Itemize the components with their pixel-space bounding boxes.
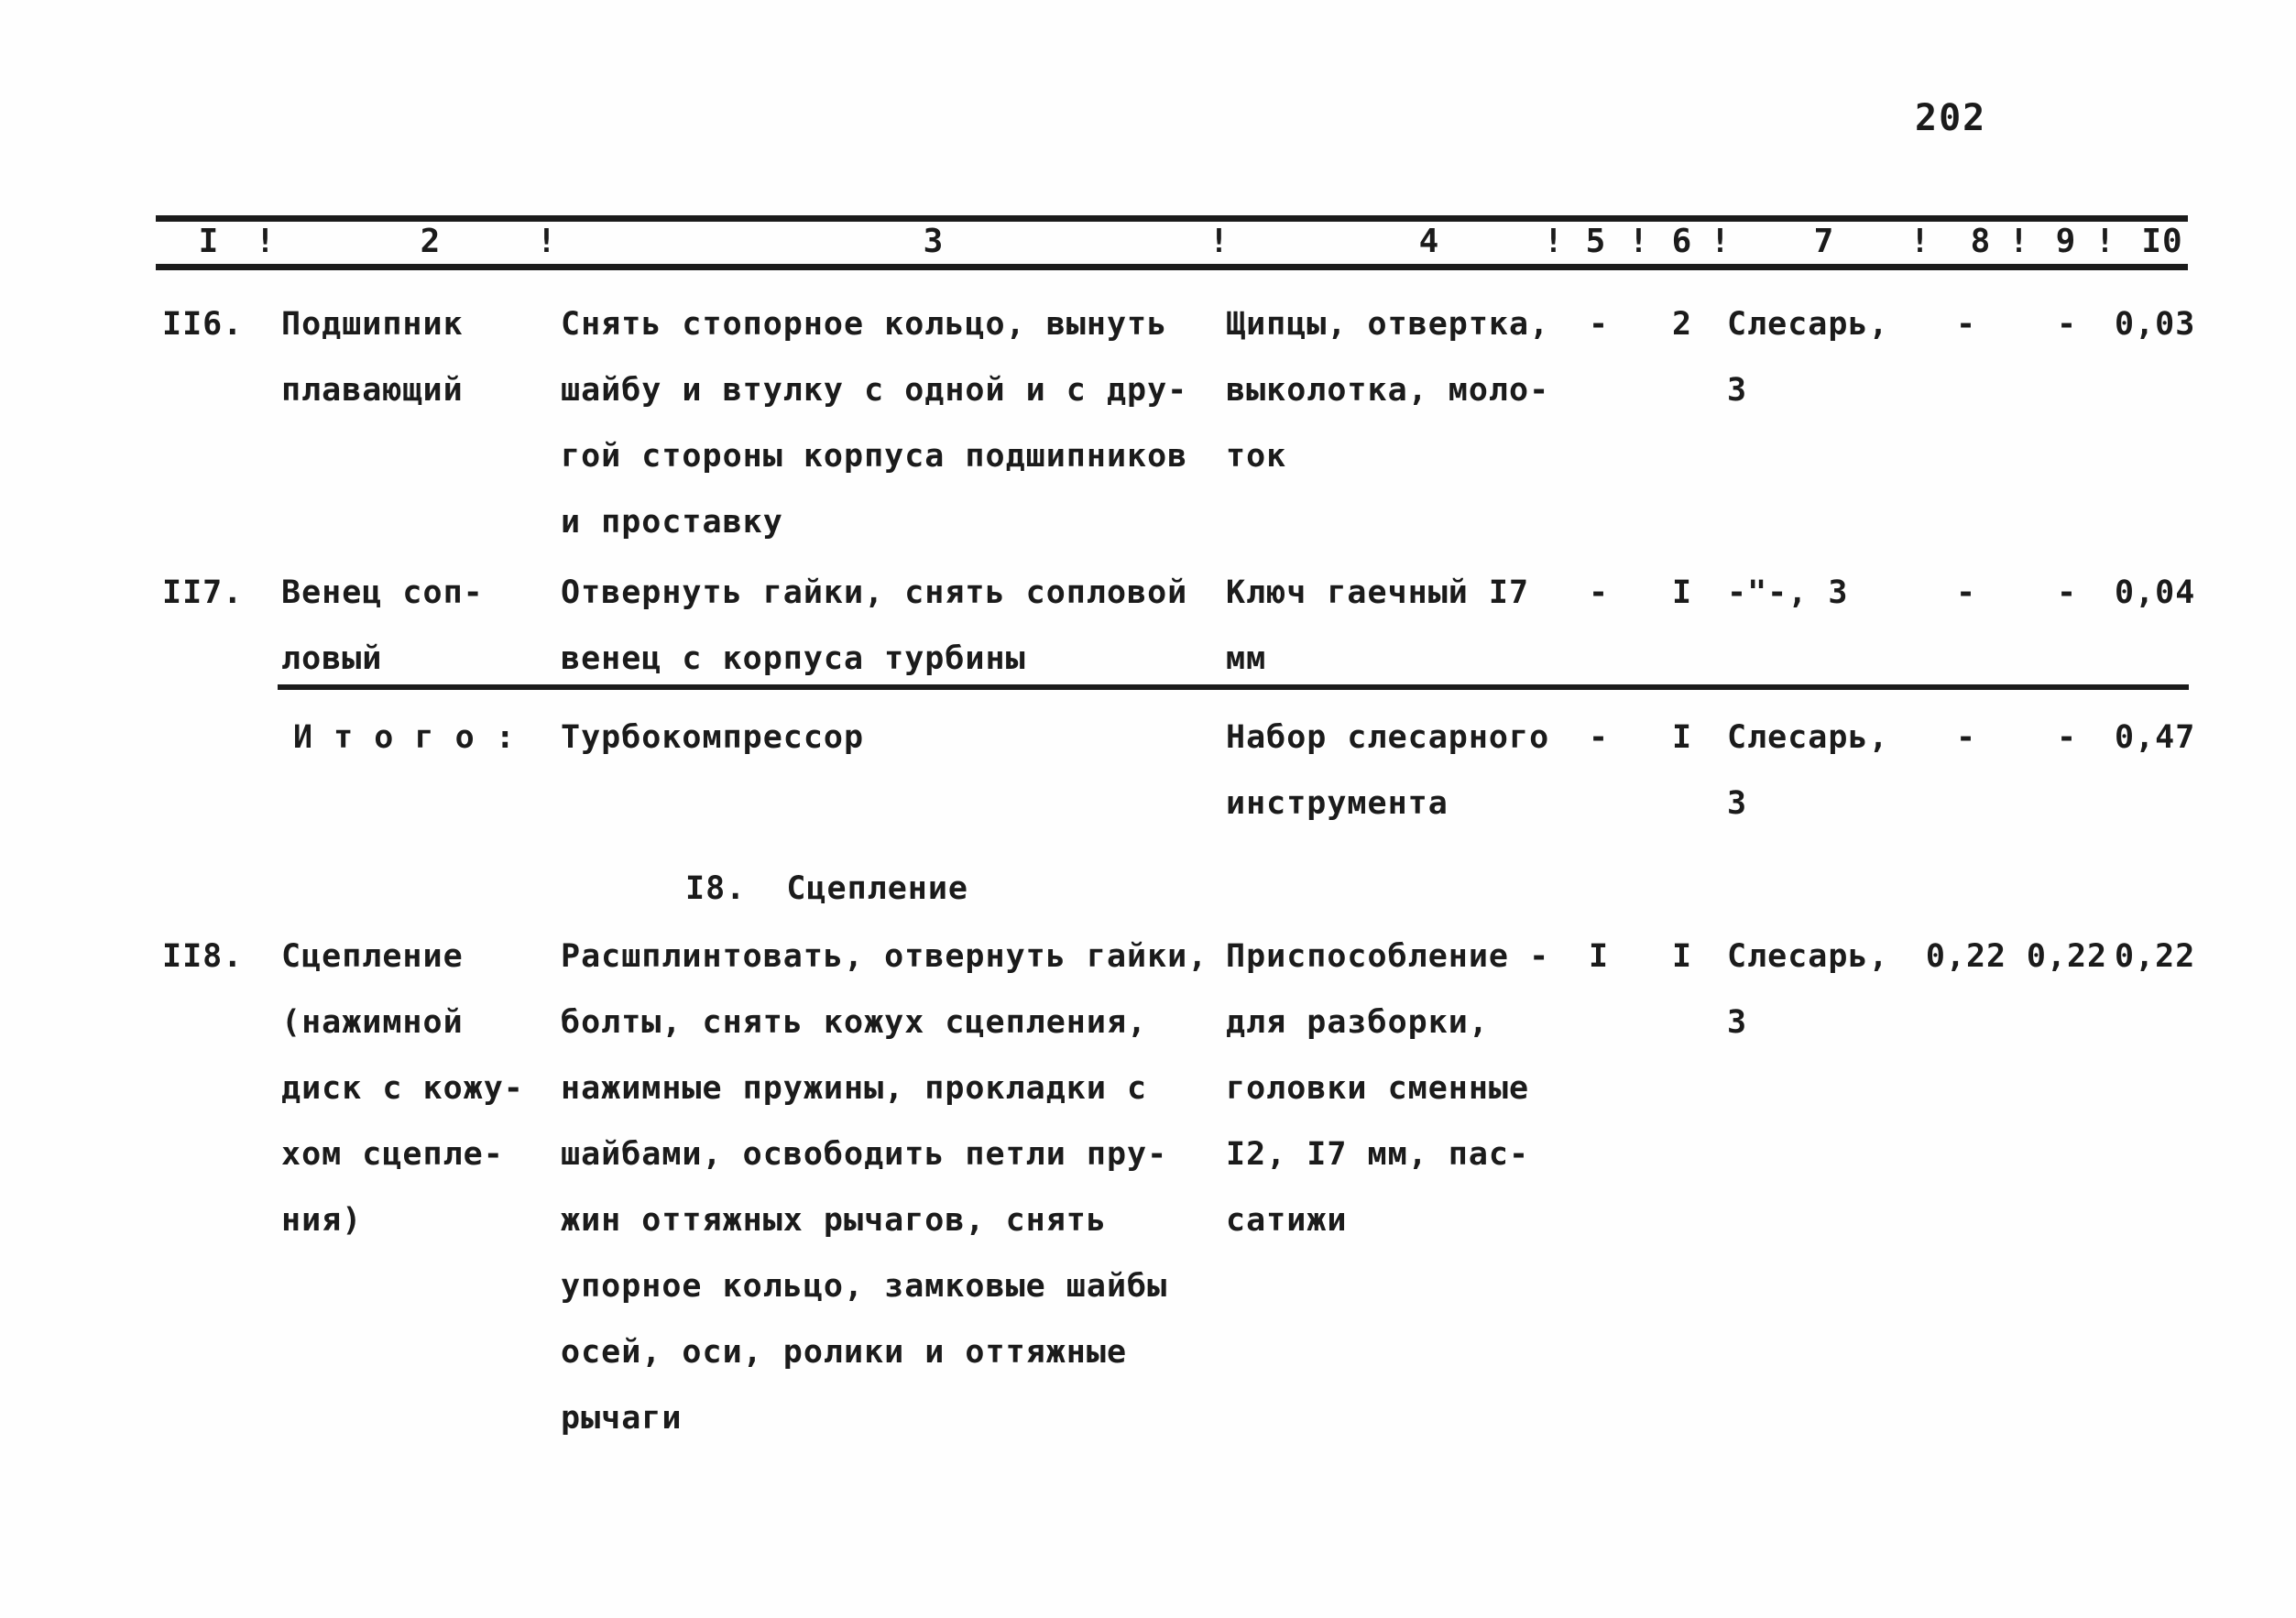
header-column-separator: ! bbox=[1710, 223, 1732, 260]
row-118-number: II8. bbox=[162, 938, 244, 975]
row-118-col6: I bbox=[1671, 938, 1693, 975]
page-number: 202 bbox=[1915, 97, 1987, 139]
header-column-separator: ! bbox=[255, 223, 277, 260]
section-heading: I8. Сцепление bbox=[685, 870, 969, 907]
row-116-col9: - bbox=[2056, 306, 2078, 343]
total-performer: Слесарь, 3 bbox=[1727, 719, 1889, 822]
header-column-separator: ! bbox=[1628, 223, 1650, 260]
header-column-separator: ! bbox=[1208, 223, 1230, 260]
row-117-tools: Ключ гаечный I7 мм bbox=[1226, 574, 1530, 677]
header-col-9: 9 bbox=[2055, 223, 2077, 260]
row-117-number: II7. bbox=[162, 574, 244, 611]
row-116-work: Снять стопорное кольцо, вынуть шайбу и в… bbox=[561, 306, 1188, 541]
header-column-separator: ! bbox=[2008, 223, 2030, 260]
header-column-separator: ! bbox=[536, 223, 558, 260]
row-117-performer: -"-, 3 bbox=[1727, 574, 1849, 611]
row-116-col6: 2 bbox=[1671, 306, 1693, 343]
row-116-tools: Щипцы, отвертка, выколотка, моло- ток bbox=[1226, 306, 1550, 475]
row-118-col9: 0,22 bbox=[2026, 938, 2108, 975]
total-value: Турбокомпрессор bbox=[561, 719, 865, 756]
header-column-separator: ! bbox=[1543, 223, 1565, 260]
row-117-col6: I bbox=[1671, 574, 1693, 611]
table-header-row: I! 2! 3! 4! 5! 6! 7! 8! 9! I0 bbox=[0, 220, 2296, 266]
row-116-col8: - bbox=[1955, 306, 1977, 343]
row-117-col8: - bbox=[1955, 574, 1977, 611]
header-column-separator: ! bbox=[2094, 223, 2116, 260]
row-117-object: Венец соп- ловый bbox=[281, 574, 484, 677]
row-118-object: Сцепление (нажимной диск с кожу- хом сце… bbox=[281, 938, 524, 1239]
header-col-7: 7 bbox=[1813, 223, 1835, 260]
row-118-col8: 0,22 bbox=[1925, 938, 2007, 975]
total-col9: - bbox=[2056, 719, 2078, 756]
header-col-I0: I0 bbox=[2141, 223, 2183, 260]
row-116-number: II6. bbox=[162, 306, 244, 343]
total-col6: I bbox=[1671, 719, 1693, 756]
row-117-col5: - bbox=[1588, 574, 1610, 611]
total-tools: Набор слесарного инструмента bbox=[1226, 719, 1550, 822]
table-header-bottom-rule bbox=[156, 264, 2188, 270]
header-col-3: 3 bbox=[923, 223, 945, 260]
row-116-col5: - bbox=[1588, 306, 1610, 343]
row-116-object: Подшипник плавающий bbox=[281, 306, 464, 409]
header-col-6: 6 bbox=[1671, 223, 1693, 260]
row-118-work: Расшплинтовать, отвернуть гайки, болты, … bbox=[561, 938, 1208, 1437]
total-separator-rule bbox=[278, 684, 2189, 690]
table-top-rule bbox=[156, 215, 2188, 222]
row-116-norm: 0,03 bbox=[2115, 306, 2196, 343]
total-col5: - bbox=[1588, 719, 1610, 756]
header-col-5: 5 bbox=[1585, 223, 1607, 260]
row-116-performer: Слесарь, 3 bbox=[1727, 306, 1889, 409]
header-col-I: I bbox=[198, 223, 220, 260]
row-118-tools: Приспособление - для разборки, головки с… bbox=[1226, 938, 1550, 1239]
row-117-work: Отвернуть гайки, снять сопловой венец с … bbox=[561, 574, 1188, 677]
row-118-col5: I bbox=[1588, 938, 1610, 975]
header-col-8: 8 bbox=[1970, 223, 1992, 260]
row-117-col9: - bbox=[2056, 574, 2078, 611]
total-label: И т о г о : bbox=[293, 719, 516, 756]
row-118-performer: Слесарь, 3 bbox=[1727, 938, 1889, 1041]
row-118-norm: 0,22 bbox=[2115, 938, 2196, 975]
row-117-norm: 0,04 bbox=[2115, 574, 2196, 611]
header-col-4: 4 bbox=[1418, 223, 1440, 260]
header-col-2: 2 bbox=[420, 223, 442, 260]
total-col8: - bbox=[1955, 719, 1977, 756]
header-column-separator: ! bbox=[1909, 223, 1931, 260]
total-norm: 0,47 bbox=[2115, 719, 2196, 756]
